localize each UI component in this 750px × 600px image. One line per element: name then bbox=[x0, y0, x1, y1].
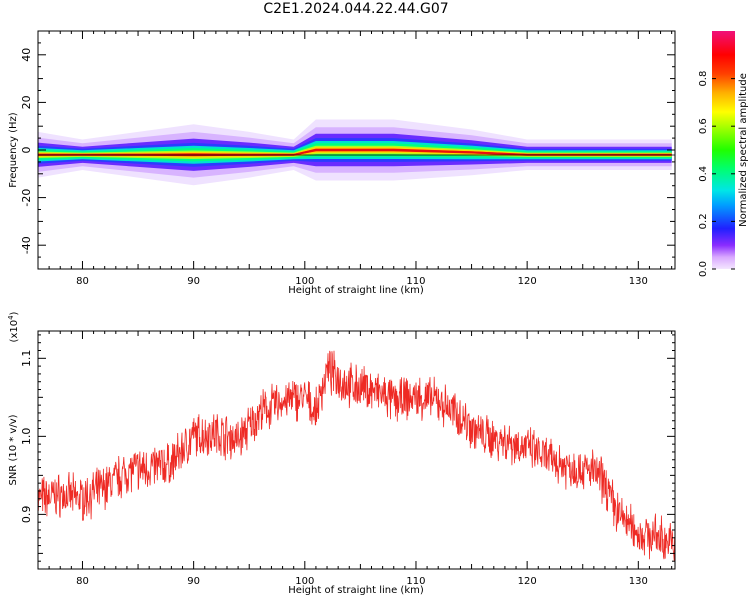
spectrogram-x-label: Height of straight line (km) bbox=[288, 285, 424, 296]
spectrogram-x-tick-label: 120 bbox=[518, 276, 537, 287]
colorbar-tick-label: 0.0 bbox=[698, 261, 709, 277]
snr-line-plot bbox=[38, 350, 675, 561]
colorbar-ticks: 0.0 0.2 0.4 0.6 0.8 bbox=[698, 71, 735, 277]
colorbar-tick-label: 0.6 bbox=[698, 118, 709, 134]
snr-y-tick-label: 1.1 bbox=[20, 350, 33, 368]
colorbar-tick-label: 0.8 bbox=[698, 71, 709, 87]
snr-x-tick-label: 80 bbox=[76, 576, 89, 587]
spectrogram-y-tick-label: 40 bbox=[20, 48, 33, 62]
spectrogram-y-tick-label: 0 bbox=[20, 147, 33, 154]
spectrogram-x-tick-label: 90 bbox=[187, 276, 200, 287]
spectrogram-x-axis: 80 90 100 110 120 130 bbox=[37, 31, 673, 287]
colorbar-bar bbox=[712, 31, 735, 269]
snr-x-axis: 80 90 100 110 120 130 bbox=[37, 331, 673, 587]
spectrogram-y-axis: -40 -20 0 20 40 bbox=[20, 30, 675, 270]
snr-series-line bbox=[38, 350, 675, 561]
snr-y-label: SNR (10 * v/v) bbox=[8, 414, 19, 485]
snr-frame bbox=[37, 330, 676, 570]
figure-title: C2E1.2024.044.22.44.G07 bbox=[263, 1, 449, 17]
spectrogram-x-tick-label: 100 bbox=[295, 276, 314, 287]
snr-y-axis: 0.9 1.0 1.1 bbox=[20, 334, 675, 570]
colorbar-tick-label: 0.4 bbox=[698, 166, 709, 182]
snr-x-tick-label: 120 bbox=[518, 576, 537, 587]
spectrogram-y-tick-label: -40 bbox=[20, 236, 33, 254]
colorbar-label: Normalized spectral amplitude bbox=[738, 73, 749, 227]
colorbar: 0.0 0.2 0.4 0.6 0.8 Normalized spectral ampl… bbox=[698, 31, 749, 277]
snr-panel: 80 90 100 110 120 130 0.9 1.0 1.1 Height of str… bbox=[7, 311, 676, 596]
spectrogram-x-tick-label: 110 bbox=[406, 276, 425, 287]
snr-y-scale-label: (x104) bbox=[7, 311, 20, 342]
spectrogram-x-tick-label: 80 bbox=[76, 276, 89, 287]
spectrogram-y-tick-label: -20 bbox=[20, 189, 33, 207]
snr-x-tick-label: 90 bbox=[187, 576, 200, 587]
spectrogram-panel: 80 90 100 110 120 130 -40 -20 0 20 40 Height of s… bbox=[8, 30, 676, 296]
spectrogram-y-label: Frequency (Hz) bbox=[8, 112, 19, 188]
snr-x-label: Height of straight line (km) bbox=[288, 585, 424, 596]
snr-x-tick-label: 110 bbox=[406, 576, 425, 587]
snr-x-tick-label: 100 bbox=[295, 576, 314, 587]
snr-y-tick-label: 1.0 bbox=[20, 428, 33, 446]
colorbar-tick-label: 0.2 bbox=[698, 213, 709, 229]
snr-y-scale-prefix: (x10 bbox=[9, 320, 20, 343]
spectrogram-y-tick-label: 20 bbox=[20, 95, 33, 109]
spectrogram-ridge bbox=[38, 119, 675, 186]
snr-y-scale-exponent: 4 bbox=[7, 315, 15, 320]
snr-y-scale-suffix: ) bbox=[9, 311, 20, 315]
snr-y-tick-label: 0.9 bbox=[20, 506, 33, 524]
spectrogram-x-tick-label: 130 bbox=[629, 276, 648, 287]
snr-x-tick-label: 130 bbox=[629, 576, 648, 587]
